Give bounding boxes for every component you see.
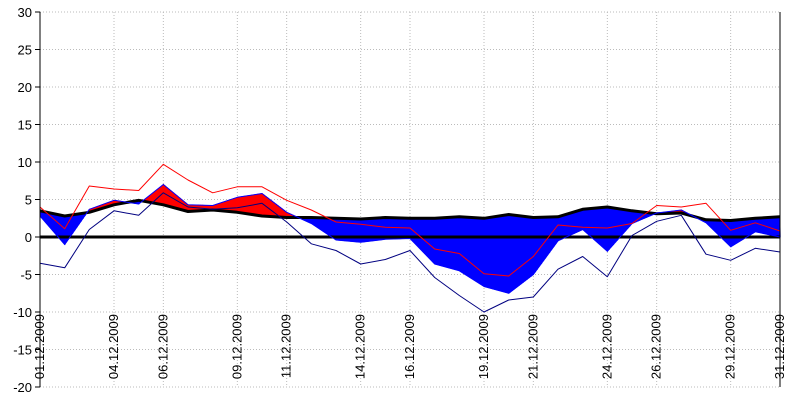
series-line-min_observed xyxy=(39,192,781,313)
x-tick-label: 16.12.2009 xyxy=(402,314,417,379)
y-tick-label: -20 xyxy=(13,380,32,395)
y-tick-label: 15 xyxy=(18,118,32,133)
y-tick-label: -10 xyxy=(13,305,32,320)
x-tick-label: 06.12.2009 xyxy=(155,314,170,379)
x-tick-labels: 01.12.2009 04.12.2009 06.12.2009 09.12.2009… xyxy=(32,314,787,379)
series-line-max_observed xyxy=(39,163,781,277)
x-tick-label: 11.12.2009 xyxy=(279,314,294,378)
y-tick-label: 20 xyxy=(18,80,32,95)
y-tick-label: 0 xyxy=(25,230,32,245)
y-tick-label: -15 xyxy=(13,343,32,358)
axes xyxy=(35,11,781,388)
y-tick-label: 5 xyxy=(25,193,32,208)
y-tick-label: 25 xyxy=(18,43,32,58)
x-tick-label: 24.12.2009 xyxy=(599,314,614,379)
series-lines xyxy=(39,163,781,313)
y-tick-label: -5 xyxy=(20,268,32,283)
series-line-mean xyxy=(39,198,781,222)
series-line-mean_observed xyxy=(39,184,781,294)
x-tick-label: 29.12.2009 xyxy=(723,314,738,379)
y-tick-labels: 30 25 20 15 10 5 0 -5 -10 -15 -20 xyxy=(13,5,32,395)
x-tick-label: 14.12.2009 xyxy=(353,314,368,379)
x-tick-label: 31.12.2009 xyxy=(772,314,787,379)
y-tick-label: 10 xyxy=(18,155,32,170)
x-tick-label: 09.12.2009 xyxy=(229,314,244,379)
x-tick-label: 21.12.2009 xyxy=(525,314,540,379)
x-tick-label: 19.12.2009 xyxy=(476,314,491,379)
x-tick-label: 01.12.2009 xyxy=(32,314,47,379)
x-tick-label: 04.12.2009 xyxy=(106,314,121,379)
x-tick-label: 26.12.2009 xyxy=(649,314,664,379)
y-tick-label: 30 xyxy=(18,5,32,20)
